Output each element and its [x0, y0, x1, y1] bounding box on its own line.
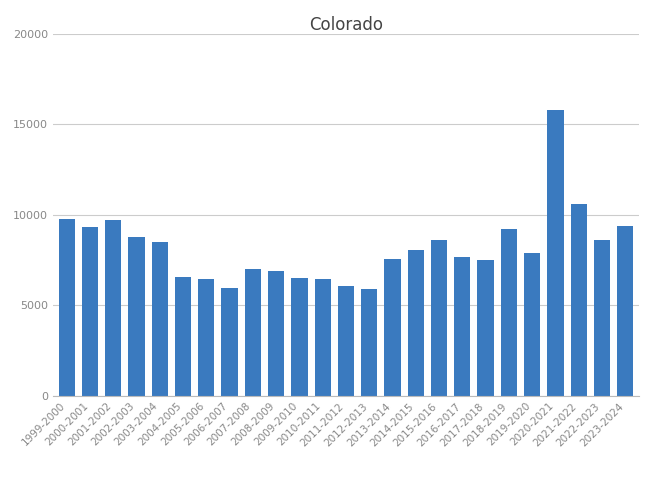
Bar: [268, 271, 284, 396]
Bar: [291, 278, 308, 396]
Bar: [129, 237, 145, 396]
Bar: [314, 279, 331, 396]
Bar: [501, 228, 517, 396]
Bar: [338, 286, 354, 396]
Bar: [384, 259, 401, 396]
Bar: [175, 276, 191, 396]
Bar: [221, 288, 238, 396]
Bar: [59, 219, 75, 396]
Bar: [105, 220, 121, 396]
Bar: [478, 260, 494, 396]
Bar: [547, 110, 563, 396]
Bar: [361, 289, 378, 396]
Bar: [454, 257, 471, 396]
Bar: [244, 269, 261, 396]
Bar: [524, 253, 540, 396]
Bar: [198, 279, 214, 396]
Bar: [617, 226, 633, 396]
Text: Colorado: Colorado: [309, 16, 383, 34]
Bar: [408, 250, 424, 396]
Bar: [571, 204, 587, 396]
Bar: [431, 240, 447, 396]
Bar: [82, 227, 98, 396]
Bar: [152, 242, 168, 396]
Bar: [594, 240, 610, 396]
